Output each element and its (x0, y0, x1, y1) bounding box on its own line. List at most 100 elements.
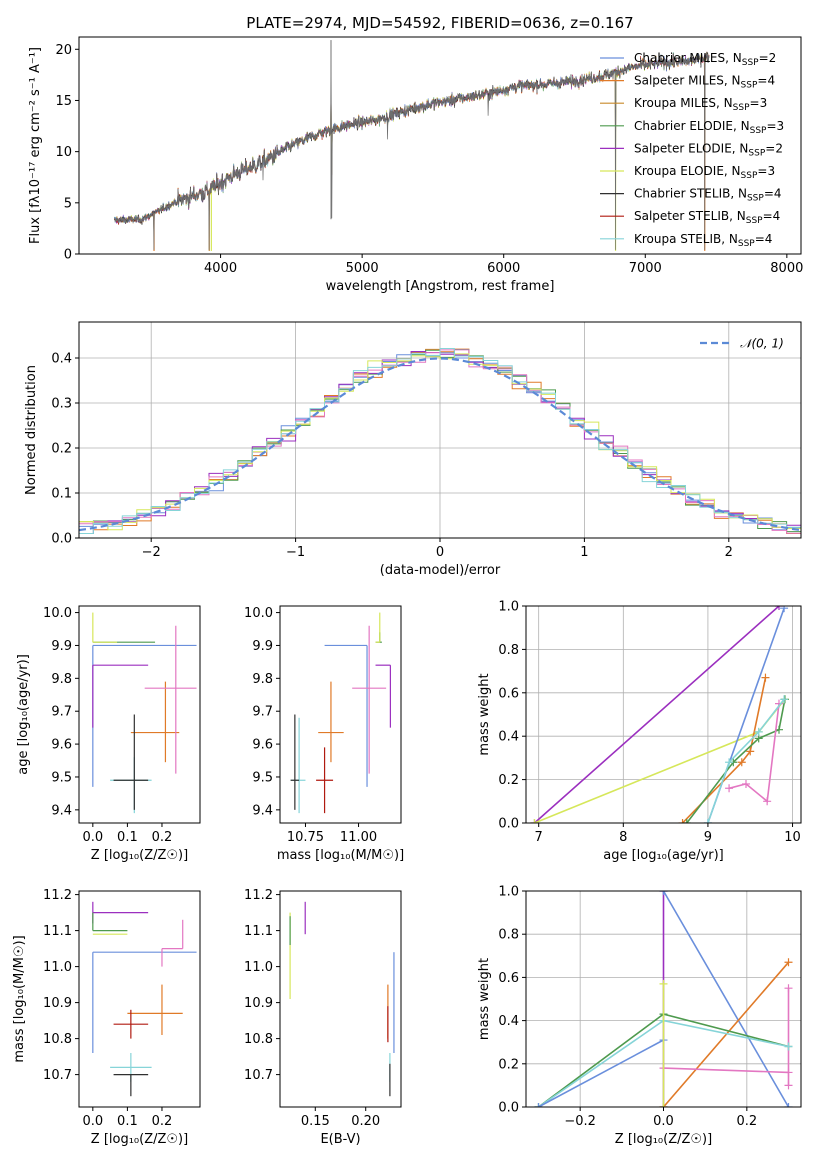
y-axis-label: mass weight (477, 958, 492, 1040)
y-tick-label: 9.7 (252, 705, 273, 720)
y-tick-label: 11.2 (43, 888, 72, 903)
weight-series-line (662, 891, 790, 1107)
weight-series-line (728, 703, 780, 803)
axes-frame (279, 890, 402, 1108)
weight-marker (784, 984, 793, 993)
y-tick-label: 0.2 (498, 773, 519, 788)
observed-spectrum-line (114, 40, 710, 250)
x-axis-label: wavelength [Angstrom, rest frame] (326, 279, 555, 294)
x-tick-label: 7000 (629, 261, 662, 276)
y-tick-label: 9.7 (51, 705, 72, 720)
y-axis-label: age [log₁₀(age/yr)] (16, 654, 31, 775)
y-tick-label: 10.0 (43, 606, 72, 621)
weight-marker (784, 1081, 793, 1090)
legend-entry: Kroupa MILES, NSSP=3 (634, 96, 767, 113)
legend-entry: Kroupa ELODIE, NSSP=3 (634, 164, 775, 181)
y-tick-label: 10.9 (244, 996, 273, 1011)
x-tick-label: 0.20 (351, 1114, 380, 1129)
weight-series-line (681, 677, 767, 823)
y-tick-label: 11.0 (43, 960, 72, 975)
y-tick-label: 9.6 (252, 738, 273, 753)
weight-marker (763, 797, 772, 806)
legend-entry: Chabrier STELIB, NSSP=4 (634, 187, 782, 204)
x-tick-label: 8 (619, 830, 627, 845)
weight_vs_Z-panel: −0.2 0.0 0.2 0.0 0.2 0.4 0.6 0.8 1.0 Z [log₁₀(Z/Z… (477, 885, 802, 1147)
model-spectrum-line (114, 52, 710, 234)
legend-entry: Kroupa STELIB, NSSP=4 (634, 232, 772, 249)
y-tick-label: 0.4 (498, 1014, 519, 1029)
y-tick-label: 0.6 (498, 686, 519, 701)
axes-frame (279, 605, 402, 824)
x-tick-label: −2 (142, 545, 161, 560)
weight-marker (784, 1042, 793, 1051)
y-tick-label: 9.6 (51, 738, 72, 753)
y-tick-label: 0.8 (498, 643, 519, 658)
y-tick-label: 1.0 (498, 885, 519, 900)
x-tick-label: 0.2 (736, 1114, 757, 1129)
axes-frame (525, 605, 802, 824)
residuals-plot-area (79, 348, 801, 538)
x-tick-label: 7 (535, 830, 543, 845)
y-axis-label: mass [log₁₀(M/M☉)] (12, 935, 27, 1062)
y-tick-label: 0.2 (51, 442, 72, 457)
y-tick-label: 10.9 (43, 996, 72, 1011)
y-tick-label: 9.8 (252, 672, 273, 687)
y-tick-label: 20 (55, 43, 72, 58)
y-tick-label: 11.1 (43, 924, 72, 939)
weight-marker (659, 891, 668, 895)
legend-entry: Salpeter ELODIE, NSSP=2 (634, 141, 783, 158)
weight-series-line (533, 606, 780, 823)
weight-marker (754, 727, 763, 736)
x-tick-label: −1 (286, 545, 305, 560)
axes-frame (525, 890, 802, 1108)
x-tick-label: 2 (725, 545, 733, 560)
x-tick-label: 0.2 (152, 830, 173, 845)
y-tick-label: 10.7 (43, 1068, 72, 1083)
x-tick-label: 10.75 (287, 830, 324, 845)
y-tick-label: 10.8 (244, 1032, 273, 1047)
y-tick-label: 9.9 (51, 639, 72, 654)
legend: Chabrier MILES, NSSP=2 Salpeter MILES, NS… (600, 51, 784, 249)
y-tick-label: 9.5 (252, 770, 273, 785)
weight-marker (742, 779, 750, 788)
y-tick-label: 0.0 (498, 817, 519, 832)
x-tick-label: 0.0 (82, 830, 103, 845)
legend-entry: Salpeter STELIB, NSSP=4 (634, 209, 780, 226)
weight-marker (725, 784, 734, 793)
x-tick-label: 9 (704, 830, 712, 845)
y-tick-label: 0.0 (51, 532, 72, 547)
x-tick-label: 10 (784, 830, 801, 845)
mass_vs_ebv-panel: 0.15 0.20 10.7 10.8 10.9 11.0 11.1 11.2 E(B-V) (244, 888, 402, 1147)
y-tick-label: 1.0 (498, 600, 519, 615)
y-tick-label: 11.2 (244, 888, 273, 903)
y-tick-label: 0.4 (498, 730, 519, 745)
x-tick-label: 6000 (487, 261, 520, 276)
weight_vs_age-panel: 7 8 9 10 0.0 0.2 0.4 0.6 0.8 1.0 age [log₁₀(age/yr… (477, 600, 802, 863)
x-tick-label: 4000 (204, 261, 237, 276)
x-axis-label: E(B-V) (320, 1132, 360, 1147)
x-axis-label: Z [log₁₀(Z/Z☉)] (91, 1132, 188, 1147)
x-tick-label: 0.1 (117, 830, 138, 845)
y-axis-label: mass weight (477, 673, 492, 755)
x-tick-label: 0.2 (152, 1114, 173, 1129)
y-tick-label: 10.8 (43, 1032, 72, 1047)
x-axis-label: age [log₁₀(age/yr)] (603, 848, 724, 863)
weight-marker (703, 819, 712, 823)
weight-marker (725, 758, 734, 767)
age_vs_mass-panel: 10.75 11.00 9.4 9.5 9.6 9.7 9.8 9.9 10.0 mass [lo… (244, 605, 404, 863)
y-axis-label: Normed distribution (24, 365, 39, 495)
y-tick-label: 10.7 (244, 1068, 273, 1083)
weight-marker (746, 747, 755, 756)
axes-frame (78, 321, 802, 539)
x-axis-label: (data-model)/error (380, 563, 501, 578)
weight-series-line (538, 1039, 664, 1107)
y-tick-label: 0.2 (498, 1057, 519, 1072)
x-tick-label: 0.0 (82, 1114, 103, 1129)
spectrum-panel: 4000 5000 6000 7000 8000 0 5 10 15 20 wavelength [… (28, 14, 803, 294)
chart-title: PLATE=2974, MJD=54592, FIBERID=0636, z=0… (246, 14, 633, 32)
axes-frame (78, 36, 802, 255)
y-tick-label: 9.5 (51, 770, 72, 785)
x-tick-label: 11.00 (340, 830, 377, 845)
legend-entry: Chabrier ELODIE, NSSP=3 (634, 119, 784, 136)
